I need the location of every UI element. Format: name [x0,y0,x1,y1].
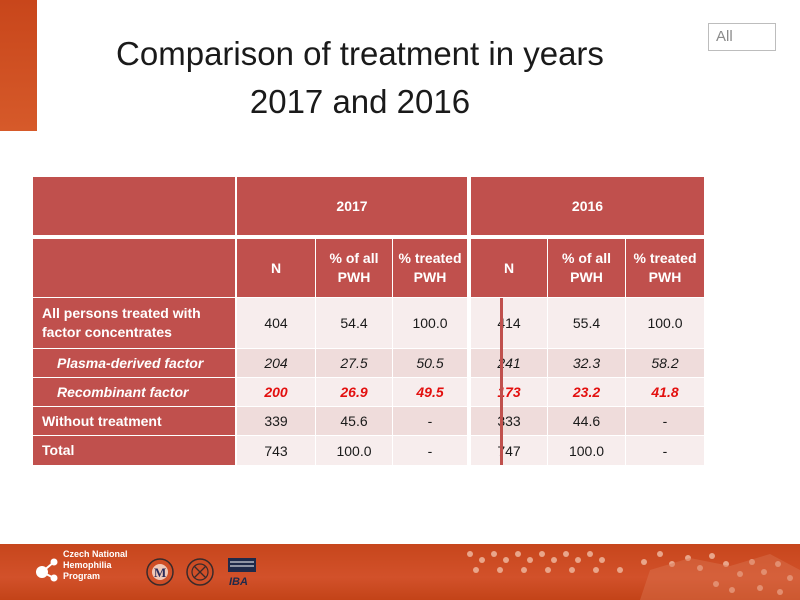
table-cell: 173 [471,378,547,406]
row-label: Plasma-derived factor [33,349,235,377]
table-cell: - [626,407,704,435]
table-row: Recombinant factor 200 26.9 49.5 173 23.… [33,378,704,406]
year-group-divider [500,298,503,465]
filter-value: All [716,28,733,45]
header-blank-cell [33,177,235,235]
university-seal-icon: M [146,558,174,586]
table-cell: 41.8 [626,378,704,406]
table-cell: 333 [471,407,547,435]
table-cell: 32.3 [548,349,625,377]
year-header-2017: 2017 [237,177,467,235]
slide-title-line-2: 2017 and 2016 [249,83,471,120]
iba-logo-text: IBA [229,576,248,588]
row-label: Without treatment [33,407,235,435]
table-cell: 54.4 [316,298,392,348]
slide-title-line-1: Comparison of treatment in years [116,35,604,72]
table-cell: 23.2 [548,378,625,406]
column-header-blank-cell [33,239,235,297]
table-cell: 100.0 [626,298,704,348]
svg-text:M: M [154,565,166,580]
column-header-pct-all-2016: % of all PWH [548,239,625,297]
row-label: All persons treated with factor concentr… [33,298,235,348]
table-cell: 339 [237,407,315,435]
year-header-2016: 2016 [471,177,704,235]
hemophilia-program-logo-text: Czech National Hemophilia Program [63,549,128,582]
molecule-dots-decoration [467,551,793,595]
table-cell: 100.0 [393,298,467,348]
table-cell: 241 [471,349,547,377]
table-cell: - [393,436,467,465]
logo-line-1: Czech National [63,549,128,559]
table-row: Total 743 100.0 - 747 100.0 - [33,436,704,465]
footer-decoration: M IBA [36,551,800,600]
slide-title: Comparison of treatment in years 2017 an… [60,30,660,126]
czech-map-silhouette-decoration [640,554,800,600]
column-header-row: N % of all PWH % treated PWH N % of all … [33,239,704,297]
table-row: All persons treated with factor concentr… [33,298,704,348]
table-cell: - [393,407,467,435]
table-row: Without treatment 339 45.6 - 333 44.6 - [33,407,704,435]
column-header-pct-treated-2016: % treated PWH [626,239,704,297]
table-cell: 747 [471,436,547,465]
table-cell: 27.5 [316,349,392,377]
table-cell: 44.6 [548,407,625,435]
table-cell: - [626,436,704,465]
iba-logo-icon: IBA [228,558,256,588]
table-row: Plasma-derived factor 204 27.5 50.5 241 … [33,349,704,377]
table-cell: 55.4 [548,298,625,348]
filter-dropdown[interactable]: All [708,23,776,51]
column-header-pct-all-2017: % of all PWH [316,239,392,297]
table-cell: 49.5 [393,378,467,406]
column-header-n-2017: N [237,239,315,297]
row-label: Total [33,436,235,465]
corner-accent-bar [0,0,37,131]
table-cell: 26.9 [316,378,392,406]
table-cell: 100.0 [548,436,625,465]
row-label: Recombinant factor [33,378,235,406]
hemophilia-program-logo-icon [36,558,58,582]
table-cell: 50.5 [393,349,467,377]
table-cell: 414 [471,298,547,348]
table-cell: 204 [237,349,315,377]
table-cell: 100.0 [316,436,392,465]
column-header-n-2016: N [471,239,547,297]
year-header-row: 2017 2016 [33,177,704,235]
column-header-pct-treated-2017: % treated PWH [393,239,467,297]
table-cell: 743 [237,436,315,465]
table-cell: 200 [237,378,315,406]
footer-bar [0,544,800,600]
medical-seal-icon [186,558,214,586]
table-cell: 45.6 [316,407,392,435]
table-cell: 404 [237,298,315,348]
logo-line-2: Hemophilia [63,560,112,570]
logo-line-3: Program [63,571,101,581]
table-cell: 58.2 [626,349,704,377]
